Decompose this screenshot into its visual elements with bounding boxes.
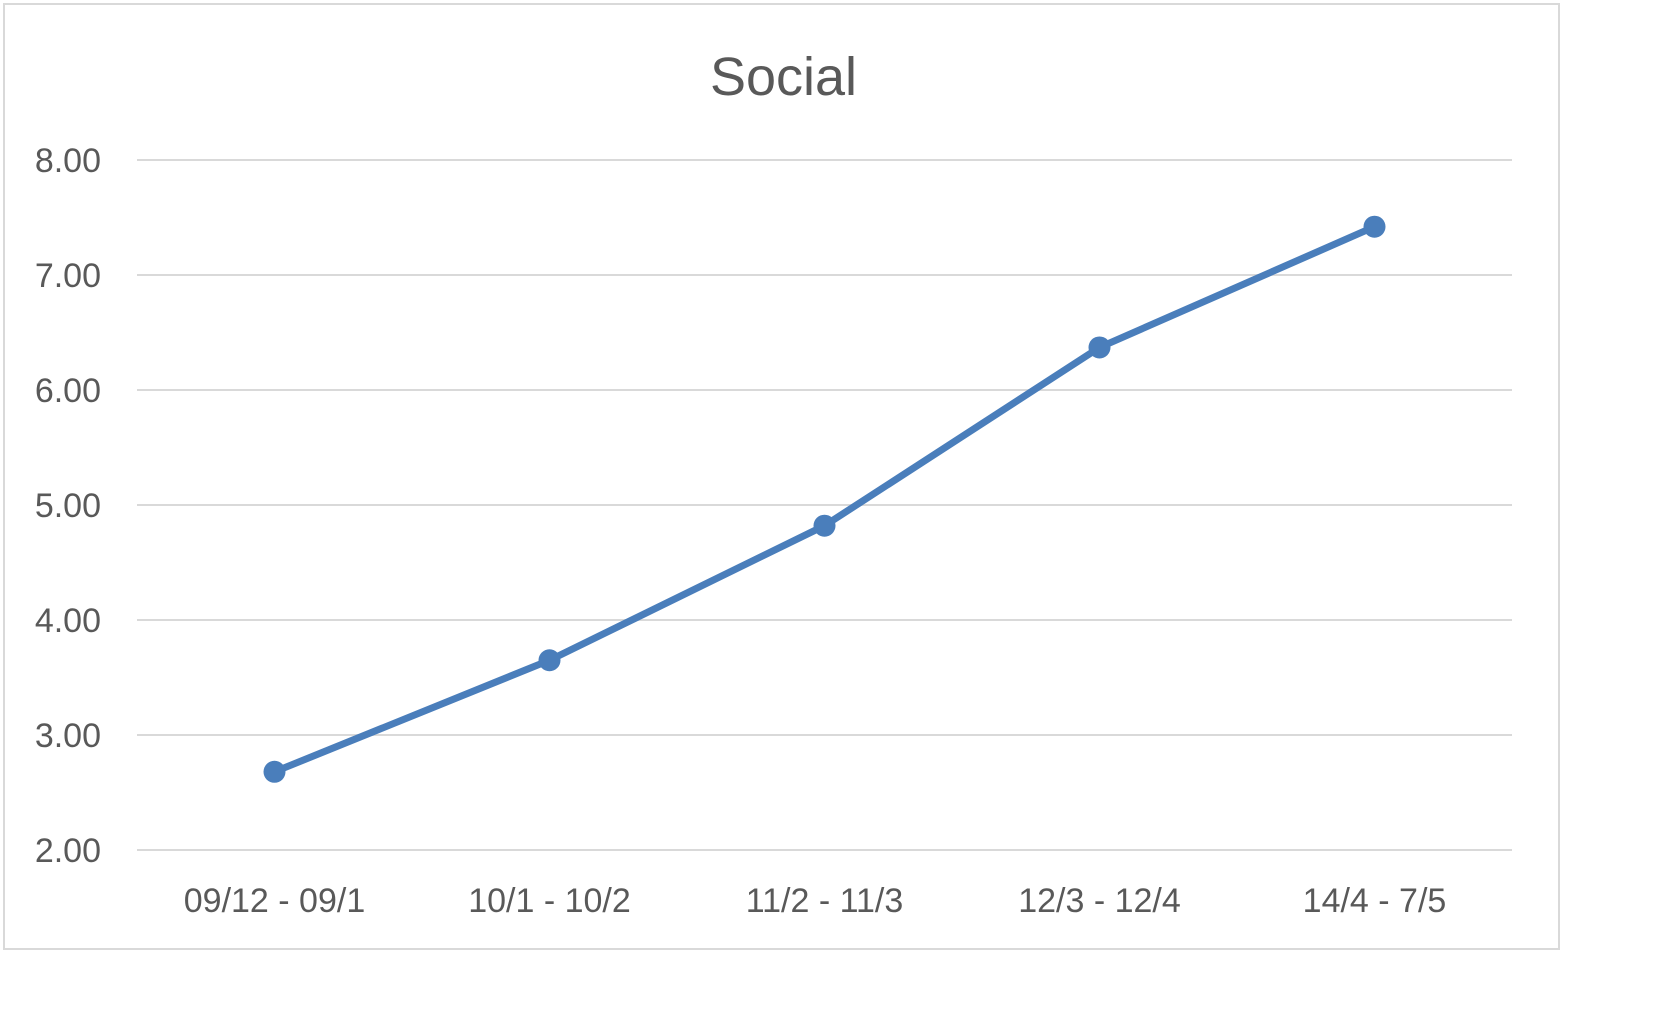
data-point — [1363, 215, 1386, 238]
y-tick-label: 8.00 — [35, 142, 101, 180]
x-tick-label: 11/2 - 11/3 — [746, 882, 904, 920]
x-tick-label: 10/1 - 10/2 — [468, 882, 631, 920]
data-point — [263, 760, 286, 783]
x-tick-label: 09/12 - 09/1 — [184, 882, 365, 920]
x-tick-label: 12/3 - 12/4 — [1018, 882, 1181, 920]
y-tick-label: 4.00 — [35, 602, 101, 640]
data-point — [813, 514, 836, 537]
x-tick-label: 14/4 - 7/5 — [1303, 882, 1447, 920]
y-axis-ticks: 2.00 3.00 4.00 5.00 6.00 7.00 8.00 — [35, 142, 101, 870]
y-tick-label: 6.00 — [35, 372, 101, 410]
x-axis-ticks: 09/12 - 09/1 10/1 - 10/2 11/2 - 11/3 12/3 -… — [184, 882, 1447, 920]
y-tick-label: 5.00 — [35, 487, 101, 525]
y-tick-label: 3.00 — [35, 717, 101, 755]
series-layer — [263, 215, 1386, 783]
series-line — [271, 223, 1378, 776]
y-tick-label: 2.00 — [35, 832, 101, 870]
chart-title: Social — [709, 47, 858, 107]
data-point — [538, 649, 561, 672]
y-tick-label: 7.00 — [35, 257, 101, 295]
data-point — [1088, 336, 1111, 359]
